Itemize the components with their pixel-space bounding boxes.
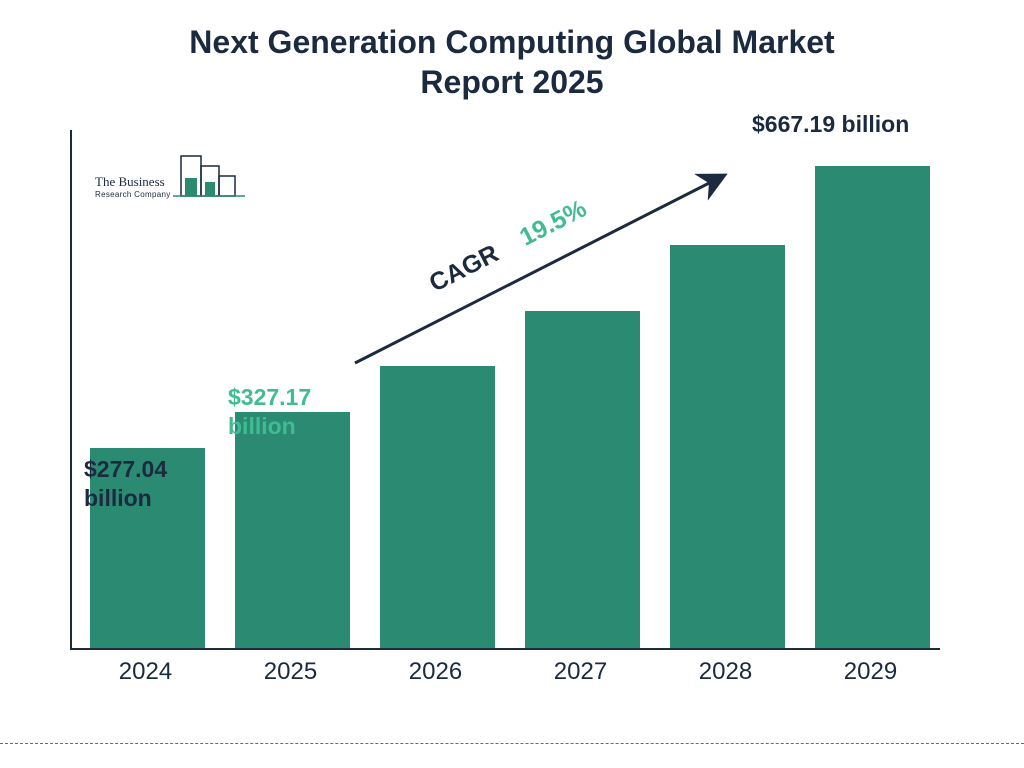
bar xyxy=(380,366,495,648)
bar xyxy=(815,166,930,648)
data-label: $327.17billion xyxy=(228,383,311,441)
chart-title: Next Generation Computing Global Market … xyxy=(0,0,1024,102)
bar xyxy=(235,412,350,648)
bar xyxy=(670,245,785,648)
bar xyxy=(525,311,640,648)
title-line-1: Next Generation Computing Global Market xyxy=(0,22,1024,62)
bar-chart: 2024 2025 2026 2027 2028 2029 xyxy=(70,130,940,690)
x-axis-label: 2027 xyxy=(523,658,638,686)
x-axis-label: 2024 xyxy=(88,658,203,686)
footer-dashed-line xyxy=(0,743,1024,744)
data-label: $277.04billion xyxy=(84,455,167,513)
x-axis-label: 2029 xyxy=(813,658,928,686)
plot-area xyxy=(70,130,940,650)
x-axis-label: 2028 xyxy=(668,658,783,686)
x-axis-label: 2026 xyxy=(378,658,493,686)
title-line-2: Report 2025 xyxy=(0,62,1024,102)
data-label: $667.19 billion xyxy=(752,110,909,139)
x-axis-label: 2025 xyxy=(233,658,348,686)
